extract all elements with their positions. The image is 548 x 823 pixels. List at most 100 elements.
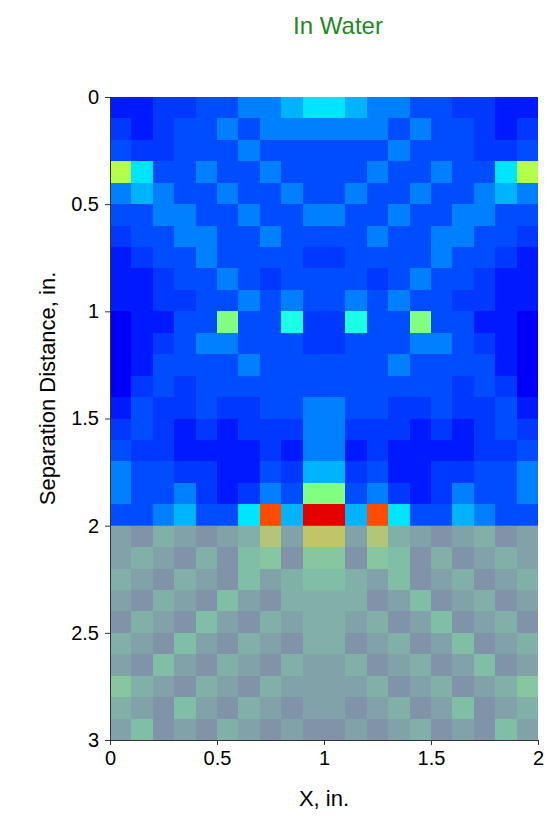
heat-cell: [196, 333, 218, 355]
heat-cell: [474, 183, 496, 205]
y-tick: 2.5: [71, 622, 110, 644]
heat-cell: [345, 440, 367, 462]
heat-cell: [174, 183, 196, 205]
heat-cell: [517, 290, 538, 312]
heat-cell: [410, 419, 432, 441]
heat-cell: [474, 440, 496, 462]
heat-cell: [345, 504, 367, 526]
heat-cell: [431, 204, 453, 226]
heat-cell: [153, 483, 175, 505]
heat-cell: [474, 268, 496, 290]
heat-cell: [410, 311, 432, 333]
heat-cell: [174, 483, 196, 505]
heat-cell: [110, 97, 132, 119]
heat-cell: [517, 140, 538, 162]
heat-cell: [260, 226, 282, 248]
heat-cell: [303, 268, 325, 290]
heat-cell: [281, 97, 303, 119]
heat-cell: [517, 183, 538, 205]
heat-cell: [388, 397, 410, 419]
heat-cell: [367, 183, 389, 205]
heat-cell: [431, 354, 453, 376]
heat-cell: [367, 226, 389, 248]
heat-cell: [367, 483, 389, 505]
heat-cell: [131, 204, 153, 226]
heat-cell: [431, 268, 453, 290]
heat-cell: [410, 204, 432, 226]
y-tick-mark: [105, 97, 110, 98]
heat-cell: [452, 419, 474, 441]
heat-cell: [238, 461, 260, 483]
y-tick: 3: [88, 729, 110, 751]
heat-cell: [474, 333, 496, 355]
heat-cell: [110, 461, 132, 483]
heat-cell: [260, 268, 282, 290]
heat-cell: [110, 333, 132, 355]
heat-cell: [517, 97, 538, 119]
heat-cell: [196, 247, 218, 269]
heat-cell: [196, 290, 218, 312]
heat-cell: [452, 397, 474, 419]
x-tick-label: 0: [105, 747, 116, 769]
heat-cell: [345, 419, 367, 441]
heat-cell: [474, 247, 496, 269]
y-tick-mark: [105, 633, 110, 634]
heat-cell: [431, 461, 453, 483]
x-tick-mark: [538, 740, 539, 745]
heat-cell: [153, 419, 175, 441]
heat-cell: [217, 440, 239, 462]
heat-cell: [131, 440, 153, 462]
y-tick-label: 0.5: [71, 193, 99, 215]
heat-cell: [196, 397, 218, 419]
heat-cell: [517, 461, 538, 483]
heat-cell: [367, 204, 389, 226]
heat-cell: [495, 376, 517, 398]
heat-cell: [452, 461, 474, 483]
heat-cell: [153, 397, 175, 419]
heat-cell: [281, 161, 303, 183]
heat-cell: [367, 118, 389, 140]
heat-cell: [495, 504, 517, 526]
heat-cell: [174, 354, 196, 376]
heat-cell: [303, 247, 325, 269]
heat-cell: [303, 354, 325, 376]
heat-cell: [388, 226, 410, 248]
heat-cell: [196, 419, 218, 441]
heat-cell: [474, 290, 496, 312]
heat-cell: [495, 268, 517, 290]
heat-cell: [303, 440, 325, 462]
heat-cell: [517, 118, 538, 140]
heat-cell: [174, 204, 196, 226]
heat-cell: [238, 204, 260, 226]
heat-cell: [474, 376, 496, 398]
heat-cell: [431, 419, 453, 441]
heat-cell: [260, 140, 282, 162]
heat-cell: [452, 311, 474, 333]
heat-cell: [345, 97, 367, 119]
heat-cell: [131, 226, 153, 248]
heat-cell: [517, 354, 538, 376]
heat-cell: [303, 140, 325, 162]
x-tick: 1: [319, 740, 330, 769]
heat-cell: [431, 440, 453, 462]
heat-cell: [431, 397, 453, 419]
heat-cell: [260, 483, 282, 505]
heat-cell: [431, 376, 453, 398]
heat-cell: [217, 97, 239, 119]
heat-cell: [174, 504, 196, 526]
y-tick: 1.5: [71, 407, 110, 429]
heat-cell: [431, 483, 453, 505]
heat-cell: [217, 311, 239, 333]
heat-cell: [174, 461, 196, 483]
heat-cell: [238, 440, 260, 462]
heat-cell: [110, 376, 132, 398]
heat-cell: [153, 290, 175, 312]
heat-cell: [367, 397, 389, 419]
heat-cell: [324, 97, 346, 119]
heat-cell: [196, 483, 218, 505]
heat-cell: [110, 483, 132, 505]
heat-cell: [495, 397, 517, 419]
heat-cell: [281, 311, 303, 333]
heat-cell: [217, 397, 239, 419]
heat-cell: [110, 140, 132, 162]
